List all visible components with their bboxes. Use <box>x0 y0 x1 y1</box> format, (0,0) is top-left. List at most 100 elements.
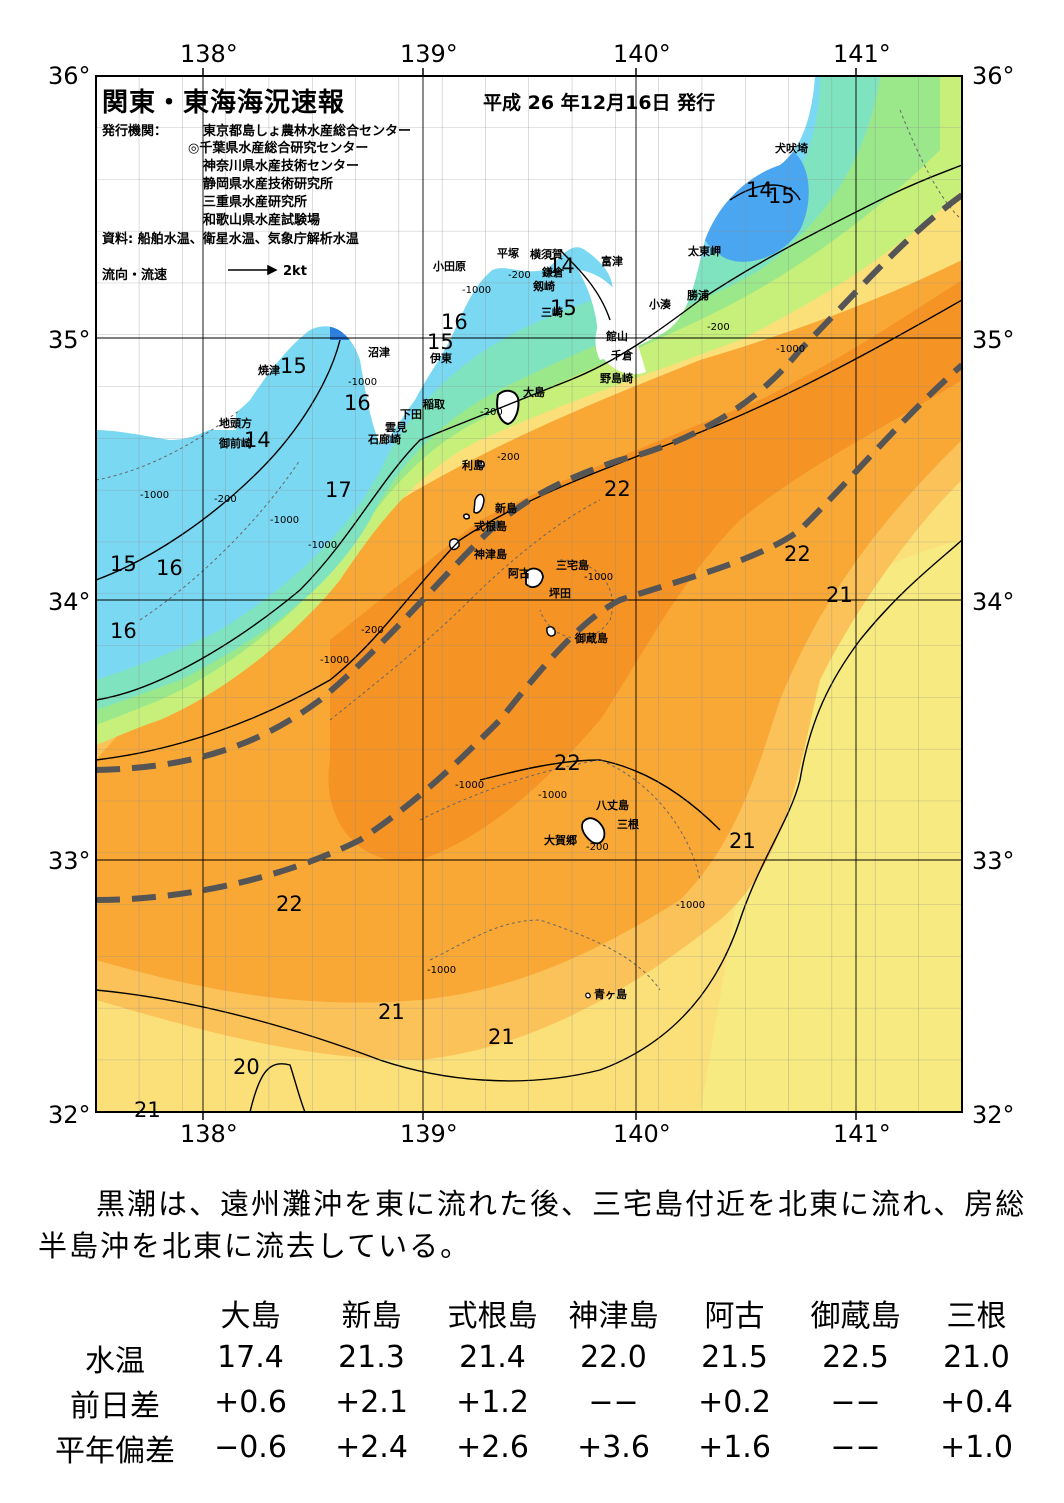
depth-label: -1000 <box>140 490 170 501</box>
kuroshio-summary: 黒潮は、遠州灘沖を東に流れた後、三宅島付近を北東に流れ、房総半島沖を北東に流去し… <box>38 1187 1027 1263</box>
isotherm-label: 16 <box>110 619 137 643</box>
isotherm-label: 14 <box>244 428 271 452</box>
table-cell: +1.0 <box>940 1430 1013 1465</box>
table-cell: 21.5 <box>701 1340 768 1375</box>
lon-tick-top-141: 141° <box>833 40 891 68</box>
agency-4: 三重県水産研究所 <box>203 195 308 210</box>
place-shimoda: 下田 <box>400 408 422 421</box>
depth-label: -1000 <box>308 540 338 551</box>
map-title: 関東・東海海況速報 <box>102 88 346 118</box>
place-nojimazaki: 野島崎 <box>600 372 633 385</box>
isotherm-label: 17 <box>325 478 352 502</box>
col-header: 神津島 <box>568 1298 659 1334</box>
place-kozushima: 神津島 <box>474 548 507 561</box>
isotherm-label: 21 <box>134 1098 161 1122</box>
table-cell: +2.6 <box>456 1430 529 1465</box>
depth-label: -1000 <box>584 572 614 583</box>
place-aogashima: 青ヶ島 <box>594 988 627 1001</box>
table-row: 前日差 +0.6 +2.1 +1.2 −− +0.2 −− +0.4 <box>40 1380 1037 1425</box>
table-cell: −0.6 <box>214 1430 287 1465</box>
row-label: 水温 <box>85 1343 145 1379</box>
place-niijima: 新島 <box>495 502 517 515</box>
agency-3: 静岡県水産技術研究所 <box>203 177 334 192</box>
place-tsubota: 坪田 <box>549 587 571 600</box>
table-row: 平年偏差 −0.6 +2.4 +2.6 +3.6 +1.6 −− +1.0 <box>40 1425 1037 1470</box>
agency-2: 神奈川県水産技術センター <box>203 159 360 174</box>
place-chikura: 千倉 <box>611 349 633 362</box>
isotherm-label: 15 <box>550 296 577 320</box>
lat-tick-right-34: 34° <box>972 588 1015 616</box>
table-cell: −− <box>830 1430 881 1465</box>
isotherm-label: 15 <box>110 552 137 576</box>
col-header: 新島 <box>341 1298 402 1334</box>
flow-legend-label: 流向・流速 <box>102 268 168 283</box>
lat-tick-left-35: 35° <box>48 326 91 354</box>
lon-tick-top-140: 140° <box>613 40 671 68</box>
place-toshima: 利島 <box>462 459 484 472</box>
isotherm-label: 15 <box>427 330 454 354</box>
isotherm-label: 22 <box>276 892 303 916</box>
degree-grid <box>96 76 962 1112</box>
col-header: 阿古 <box>704 1298 765 1334</box>
table-corner <box>40 1290 190 1335</box>
place-hachijojima: 八丈島 <box>596 799 629 812</box>
place-yokosuka: 横須賀 <box>530 248 563 261</box>
table-cell: 17.4 <box>217 1340 284 1375</box>
isotherm-label: 21 <box>729 829 756 853</box>
lat-tick-left-36: 36° <box>48 62 91 90</box>
issue-date: 平成 26 年12月16日 発行 <box>483 92 716 114</box>
place-odawara: 小田原 <box>433 260 466 273</box>
depth-label: -1000 <box>348 377 378 388</box>
isotherm-label: 16 <box>441 310 468 334</box>
depth-label: -200 <box>497 452 520 463</box>
table-cell: 21.4 <box>459 1340 526 1375</box>
place-tsurugizaki: 剱崎 <box>533 280 555 293</box>
kuroshio-axis <box>96 192 962 903</box>
place-okago: 大賀郷 <box>544 834 577 847</box>
table-cell: +2.1 <box>335 1385 408 1420</box>
isotherm-label: 15 <box>768 184 795 208</box>
lon-tick-bottom-141: 141° <box>833 1120 891 1148</box>
isotherm-label: 22 <box>784 542 811 566</box>
col-header: 式根島 <box>447 1298 538 1334</box>
table-cell: +0.4 <box>940 1385 1013 1420</box>
agency-5: 和歌山県水産試験場 <box>203 213 321 228</box>
place-kamakura: 鎌倉 <box>542 266 564 279</box>
place-omaezaki: 御前崎 <box>219 437 252 450</box>
table-cell: +1.6 <box>698 1430 771 1465</box>
isotherm-label: 14 <box>548 254 575 278</box>
place-irozaki: 石廊崎 <box>368 433 401 446</box>
row-label: 平年偏差 <box>55 1433 175 1469</box>
place-taitomisaki: 太東岬 <box>688 245 721 258</box>
place-numazu: 沼津 <box>368 346 390 359</box>
table-cell: −− <box>588 1385 639 1420</box>
agency-1: ◎千葉県水産総合研究センター <box>188 141 369 156</box>
lon-tick-bottom-138: 138° <box>180 1120 238 1148</box>
isotherm-label: 21 <box>826 583 853 607</box>
isotherm-label: 14 <box>746 178 773 202</box>
isotherm-label: 15 <box>280 354 307 378</box>
lat-tick-right-32: 32° <box>972 1101 1015 1129</box>
depth-label: -1000 <box>320 655 350 666</box>
flow-legend-arrow <box>228 264 278 276</box>
place-katsuura: 勝浦 <box>687 289 709 302</box>
table-cell: +0.6 <box>214 1385 287 1420</box>
station-temperature-table: 大島 新島 式根島 神津島 阿古 御蔵島 三根 水温 17.4 21.3 21.… <box>40 1290 1037 1470</box>
depth-label: -1000 <box>270 515 300 526</box>
lat-lon-grid <box>96 76 962 1112</box>
depth-label: -1000 <box>427 965 457 976</box>
table-cell: 22.5 <box>822 1340 889 1375</box>
lon-tick-top-139: 139° <box>400 40 458 68</box>
lon-tick-bottom-139: 139° <box>400 1120 458 1148</box>
isotherm-label: 22 <box>554 751 581 775</box>
agency-0: 東京都島しょ農林水産総合センター <box>203 124 412 139</box>
lat-tick-left-33: 33° <box>48 847 91 875</box>
lat-tick-left-32: 32° <box>48 1101 91 1129</box>
isotherm-label: 16 <box>156 556 183 580</box>
place-misaki: 三崎 <box>541 306 563 319</box>
depth-label: -200 <box>508 270 531 281</box>
depth-label: -200 <box>707 322 730 333</box>
place-kumomi: 雲見 <box>385 421 407 434</box>
